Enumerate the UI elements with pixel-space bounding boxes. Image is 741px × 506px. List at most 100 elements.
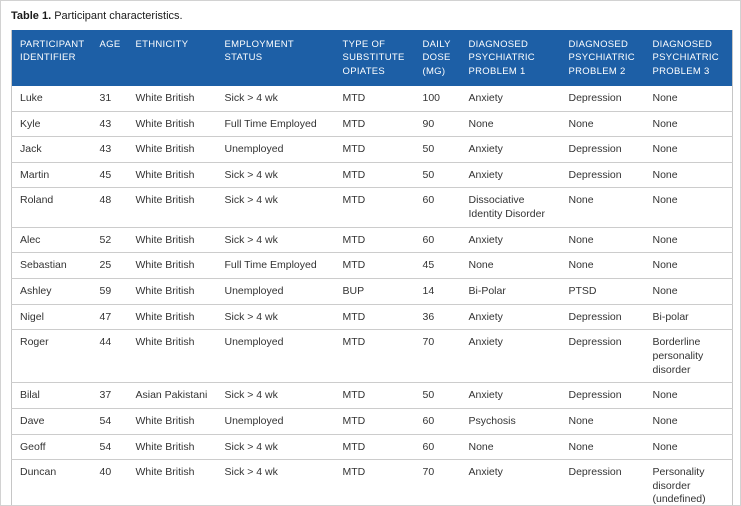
table-cell: 43	[91, 136, 128, 163]
table-cell: Depression	[560, 329, 645, 384]
table-cell: Asian Pakistani	[127, 382, 217, 409]
table-cell: Duncan	[11, 459, 92, 505]
column-header: EMPLOYMENT STATUS	[216, 30, 335, 86]
table-cell: 43	[91, 111, 128, 138]
table-cell: Nigel	[11, 304, 92, 331]
table-cell: 60	[414, 434, 461, 461]
table-row: Ashley 59 White British Unemployed BUP 14 Bi-P…	[11, 278, 733, 305]
table-row: Alec 52 White British Sick > 4 wk MTD 60 Anxie…	[11, 227, 733, 254]
table-cell: White British	[127, 136, 217, 163]
table-caption-text: Participant characteristics.	[51, 10, 183, 22]
table-row: Roland 48 White British Sick > 4 wk MTD 60 Dis…	[11, 187, 733, 228]
table-cell: None	[460, 252, 561, 280]
table-cell: BUP	[334, 278, 415, 305]
table-cell: Depression	[560, 304, 645, 331]
table-cell: White British	[127, 408, 217, 435]
table-header-row: PARTICIPANT IDENTIFIER AGE ETHNICITY EMPLOY…	[11, 30, 733, 86]
table-cell: Kyle	[11, 111, 92, 138]
table-cell: Full Time Employed	[216, 252, 335, 280]
table-cell: Psychosis	[460, 408, 561, 435]
table-cell: PTSD	[560, 278, 645, 305]
table-cell: Personality disorder (undefined)	[644, 459, 733, 505]
table-cell: Sick > 4 wk	[216, 304, 335, 331]
table-cell: Anxiety	[460, 227, 561, 254]
table-cell: MTD	[334, 252, 415, 280]
table-cell: None	[560, 434, 645, 461]
table-caption: Table 1. Participant characteristics.	[1, 1, 740, 22]
table-cell: White British	[127, 85, 217, 112]
table-cell: None	[560, 227, 645, 254]
table-cell: Depression	[560, 459, 645, 505]
table-cell: Anxiety	[460, 459, 561, 505]
table-cell: Unemployed	[216, 329, 335, 384]
table-cell: None	[644, 408, 733, 435]
column-header: DIAGNOSED PSYCHIATRIC PROBLEM 3	[644, 30, 733, 86]
table-cell: Borderline personality disorder	[644, 329, 733, 384]
table-cell: Anxiety	[460, 304, 561, 331]
table-row: Martin 45 White British Sick > 4 wk MTD 50 Anx…	[11, 162, 733, 189]
table-row: Sebastian 25 White British Full Time Employ…	[11, 252, 733, 280]
table-cell: None	[644, 187, 733, 228]
table-cell: Roger	[11, 329, 92, 384]
table-row: Luke 31 White British Sick > 4 wk MTD 100 Anxi…	[11, 85, 733, 112]
table-cell: None	[644, 434, 733, 461]
table-cell: 14	[414, 278, 461, 305]
table-cell: None	[644, 382, 733, 409]
table-cell: MTD	[334, 111, 415, 138]
table-cell: 52	[91, 227, 128, 254]
table-cell: 50	[414, 162, 461, 189]
table-cell: Geoff	[11, 434, 92, 461]
table-cell: MTD	[334, 136, 415, 163]
column-header: AGE	[91, 30, 128, 86]
table-cell: None	[644, 136, 733, 163]
table-cell: White British	[127, 434, 217, 461]
table-cell: Anxiety	[460, 382, 561, 409]
table-cell: None	[644, 111, 733, 138]
table-cell: 50	[414, 136, 461, 163]
participant-table: PARTICIPANT IDENTIFIER AGE ETHNICITY EMPLOY…	[11, 30, 733, 505]
table-cell: White British	[127, 111, 217, 138]
table-cell: Sick > 4 wk	[216, 187, 335, 228]
table-row: Roger 44 White British Unemployed MTD 70 Anxie…	[11, 329, 733, 384]
table-cell: MTD	[334, 162, 415, 189]
column-header: TYPE OF SUBSTITUTE OPIATES	[334, 30, 415, 86]
table-cell: Depression	[560, 136, 645, 163]
table-cell: Dissociative Identity Disorder	[460, 187, 561, 228]
table-row: Dave 54 White British Unemployed MTD 60 Psycho…	[11, 408, 733, 435]
table-cell: Anxiety	[460, 162, 561, 189]
table-cell: MTD	[334, 408, 415, 435]
table-row: Geoff 54 White British Sick > 4 wk MTD 60 None…	[11, 434, 733, 461]
table-row: Duncan 40 White British Sick > 4 wk MTD 70 Anx…	[11, 459, 733, 505]
table-cell: None	[560, 187, 645, 228]
table-cell: Anxiety	[460, 329, 561, 384]
table-cell: 45	[91, 162, 128, 189]
table-cell: Dave	[11, 408, 92, 435]
table-row: Kyle 43 White British Full Time Employed MTD…	[11, 111, 733, 138]
table-cell: None	[560, 111, 645, 138]
table-cell: MTD	[334, 434, 415, 461]
table-cell: 48	[91, 187, 128, 228]
column-header: DAILY DOSE (MG)	[414, 30, 461, 86]
table-cell: MTD	[334, 382, 415, 409]
table-cell: None	[644, 252, 733, 280]
table-cell: Unemployed	[216, 136, 335, 163]
table-cell: 37	[91, 382, 128, 409]
table-cell: 47	[91, 304, 128, 331]
table-cell: 59	[91, 278, 128, 305]
table-cell: MTD	[334, 329, 415, 384]
table-cell: Sick > 4 wk	[216, 85, 335, 112]
table-cell: Sick > 4 wk	[216, 434, 335, 461]
table-cell: Bi-Polar	[460, 278, 561, 305]
table-cell: 36	[414, 304, 461, 331]
table-cell: Sick > 4 wk	[216, 459, 335, 505]
table-row: Jack 43 White British Unemployed MTD 50 Anxiet…	[11, 136, 733, 163]
table-cell: 31	[91, 85, 128, 112]
table-cell: Bilal	[11, 382, 92, 409]
table-cell: Anxiety	[460, 136, 561, 163]
table-cell: Anxiety	[460, 85, 561, 112]
table-cell: Sick > 4 wk	[216, 382, 335, 409]
table-cell: None	[644, 85, 733, 112]
table-cell: 54	[91, 408, 128, 435]
table-cell: White British	[127, 459, 217, 505]
